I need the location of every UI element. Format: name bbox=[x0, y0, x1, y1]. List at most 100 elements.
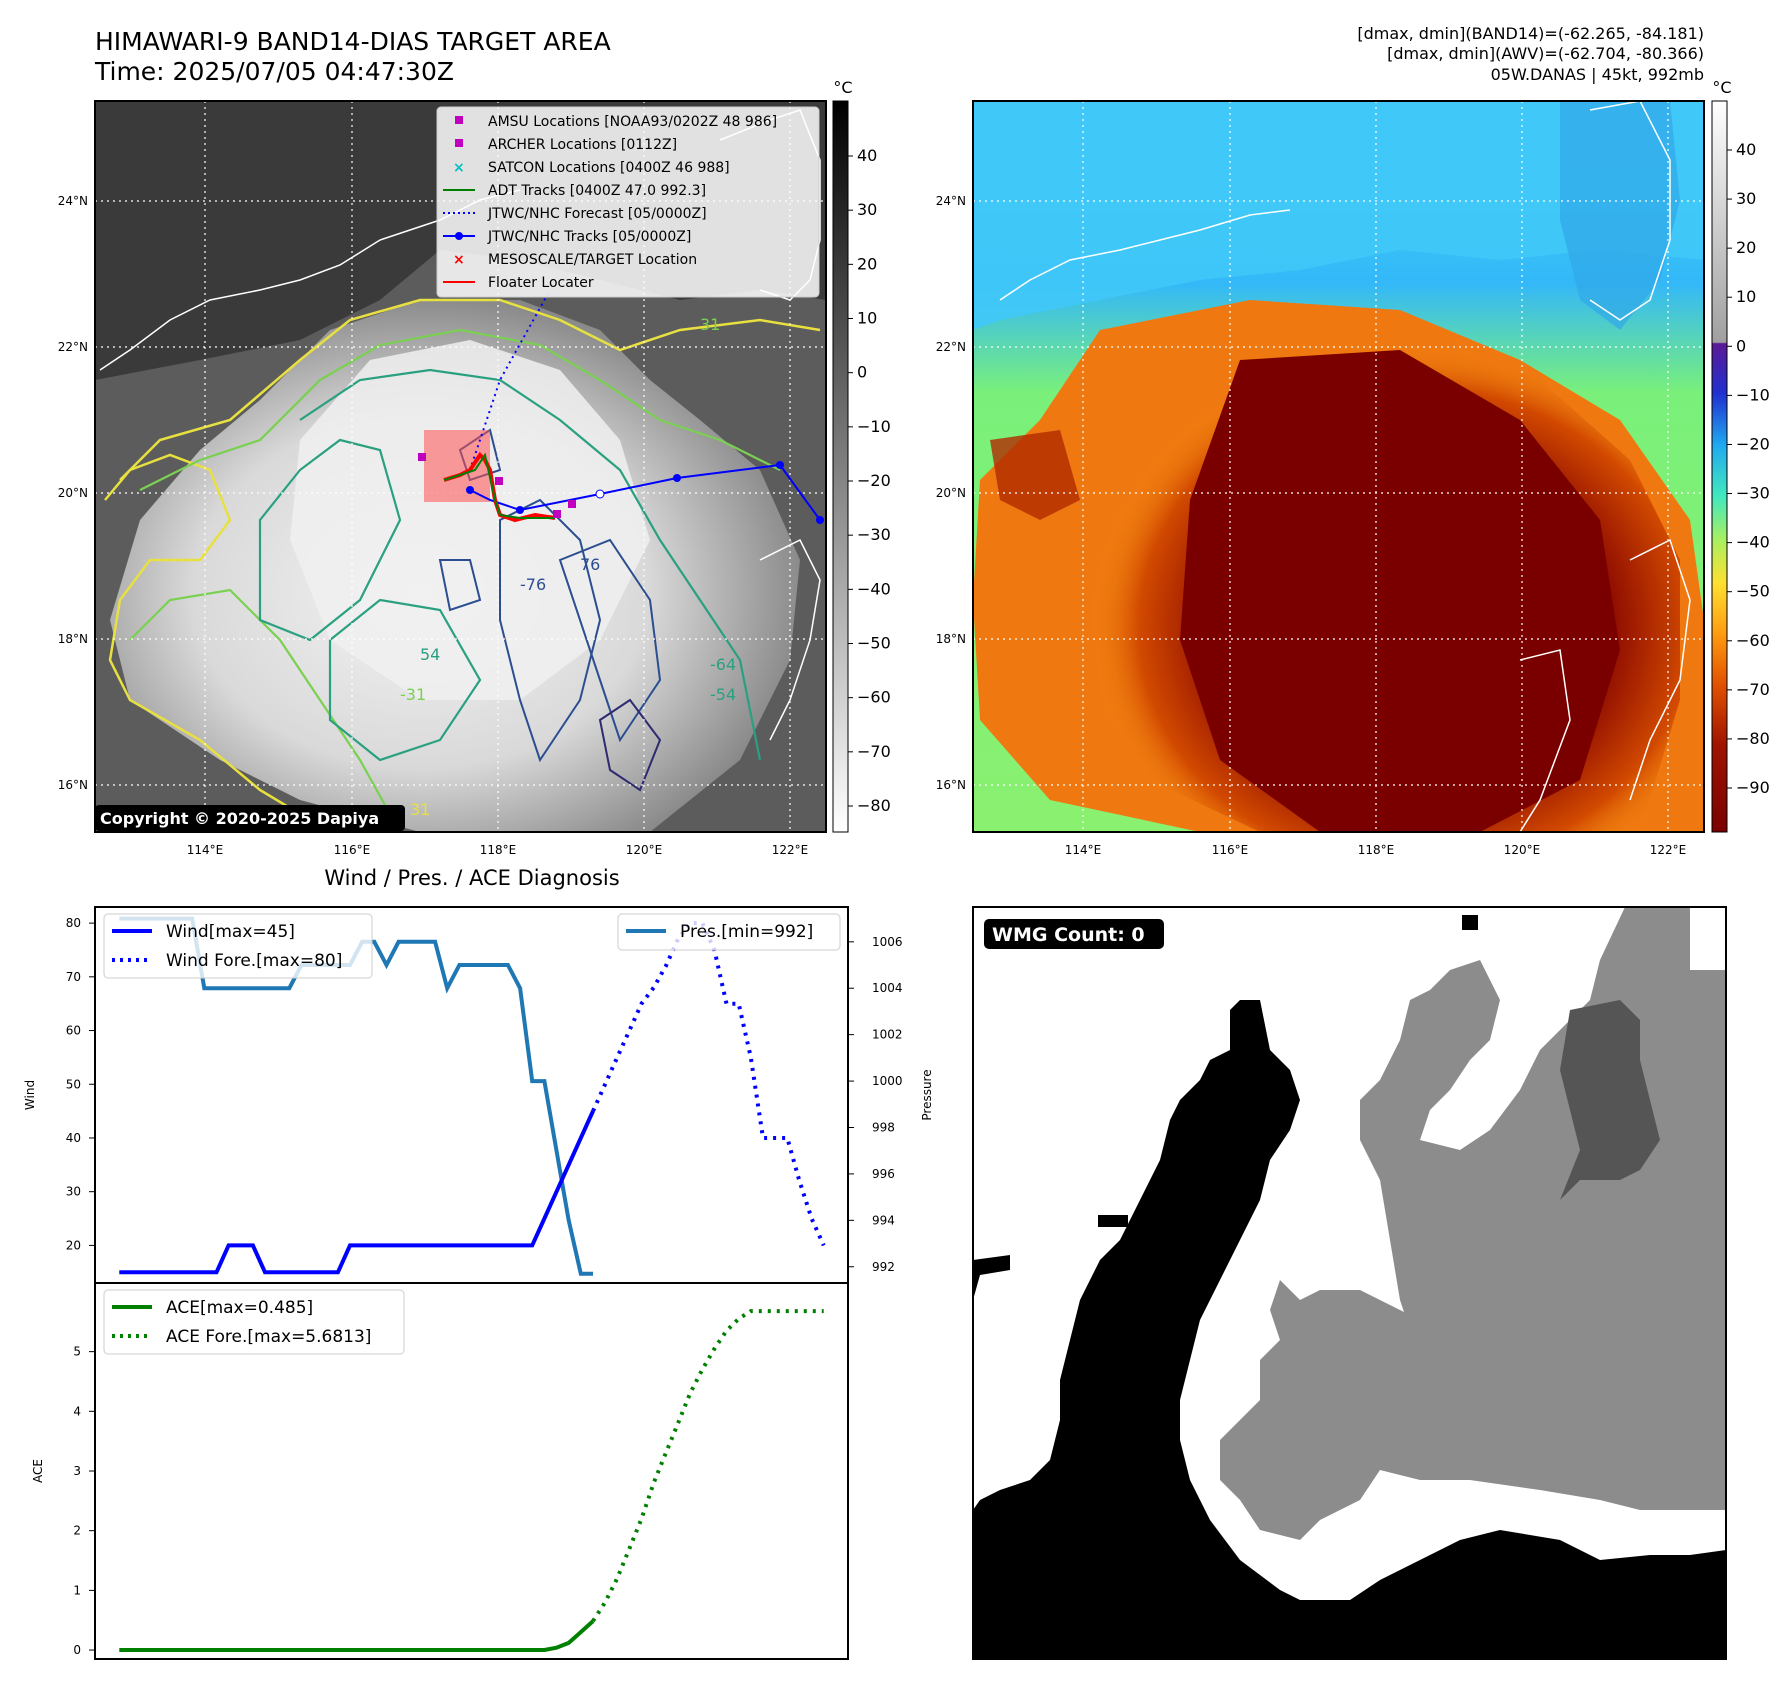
awv-map-frame bbox=[972, 100, 1705, 833]
svg-text:18°N: 18°N bbox=[58, 632, 88, 646]
colorbar-tick-label: −40 bbox=[1736, 533, 1770, 552]
legend-ace-fore: ACE Fore.[max=5.6813] bbox=[166, 1327, 371, 1347]
y-tick-label: 20 bbox=[66, 1238, 81, 1252]
awv-map-panel bbox=[973, 101, 1704, 832]
y-tick-label: 50 bbox=[66, 1077, 81, 1091]
awv-colorbar: °C 40 30 20 10 0 −10 −20 −30 −40 −50 −60 −70 −80 −90 bbox=[1711, 78, 1770, 833]
wind-y-ticks: 20 30 40 50 60 70 80 bbox=[66, 916, 95, 1252]
colorbar-tick-label: −60 bbox=[1736, 631, 1770, 650]
awv-lon-ticks: 114°E 116°E 118°E 120°E 122°E bbox=[1065, 843, 1687, 857]
svg-text:20°N: 20°N bbox=[936, 486, 966, 500]
svg-text:118°E: 118°E bbox=[1358, 843, 1395, 857]
adt-track bbox=[443, 452, 555, 519]
svg-text:×: × bbox=[453, 160, 465, 176]
colorbar-tick-label: −10 bbox=[857, 417, 891, 436]
legend-archer: ARCHER Locations [0112Z] bbox=[488, 137, 677, 153]
colorbar-tick-label: −20 bbox=[1736, 434, 1770, 453]
legend-adt: ADT Tracks [0400Z 47.0 992.3] bbox=[488, 183, 706, 199]
svg-text:116°E: 116°E bbox=[1212, 843, 1249, 857]
ir-legend: AMSU Locations [NOAA93/0202Z 48 986] ARC… bbox=[436, 106, 820, 298]
svg-text:120°E: 120°E bbox=[626, 843, 663, 857]
series-line bbox=[119, 1619, 595, 1652]
series-line bbox=[119, 1110, 595, 1275]
colorbar-tick-label: 30 bbox=[857, 200, 877, 219]
contour-label: -54 bbox=[710, 685, 736, 704]
ir-colorbar: °C 40 30 20 10 0 −10 −20 −30 −40 −50 −60 −70 −80 bbox=[832, 78, 891, 833]
svg-text:120°E: 120°E bbox=[1504, 843, 1541, 857]
y-tick-label: 1006 bbox=[872, 935, 903, 949]
svg-text:122°E: 122°E bbox=[772, 843, 809, 857]
awv-lat-ticks: 24°N 22°N 20°N 18°N 16°N bbox=[936, 194, 966, 792]
colorbar-tick-label: 20 bbox=[1736, 238, 1756, 257]
svg-text:22°N: 22°N bbox=[58, 340, 88, 354]
wmg-panel bbox=[973, 907, 1726, 1659]
colorbar-tick-label: −20 bbox=[857, 471, 891, 490]
svg-text:20°N: 20°N bbox=[58, 486, 88, 500]
awv-range: [dmax, dmin](AWV)=(-62.704, -80.366) bbox=[1387, 44, 1704, 63]
diag-title: Wind / Pres. / ACE Diagnosis bbox=[324, 866, 619, 890]
colorbar-tick-label: −70 bbox=[857, 742, 891, 761]
svg-text:24°N: 24°N bbox=[58, 194, 88, 208]
colorbar-tick-label: −80 bbox=[857, 796, 891, 815]
svg-text:24°N: 24°N bbox=[936, 194, 966, 208]
pres-y-ticks: 992 994 996 998 1000 1002 1004 1006 bbox=[848, 935, 903, 1274]
storm-info: 05W.DANAS | 45kt, 992mb bbox=[1491, 65, 1704, 84]
colorbar-tick-label: 10 bbox=[857, 309, 877, 328]
colorbar-tick-label: 10 bbox=[1736, 287, 1756, 306]
legend-jtwc-track: JTWC/NHC Tracks [05/0000Z] bbox=[487, 229, 691, 245]
colorbar-tick-label: −30 bbox=[1736, 484, 1770, 503]
y-tick-label: 996 bbox=[872, 1167, 895, 1181]
colorbar-tick-label: 0 bbox=[857, 363, 867, 382]
ir-lon-ticks: 114°E 116°E 118°E 120°E 122°E bbox=[187, 843, 809, 857]
colorbar-tick-label: 30 bbox=[1736, 189, 1756, 208]
ace-ylabel: ACE bbox=[31, 1459, 45, 1483]
svg-text:122°E: 122°E bbox=[1650, 843, 1687, 857]
wmg-frame bbox=[972, 906, 1727, 1660]
legend-amsu: AMSU Locations [NOAA93/0202Z 48 986] bbox=[488, 114, 777, 130]
legend-wind-fore: Wind Fore.[max=80] bbox=[166, 951, 342, 971]
ace-legend: ACE[max=0.485] ACE Fore.[max=5.6813] bbox=[103, 1289, 405, 1355]
colorbar-tick-label: −30 bbox=[857, 525, 891, 544]
y-tick-label: 40 bbox=[66, 1131, 81, 1145]
legend-ace: ACE[max=0.485] bbox=[166, 1298, 313, 1318]
contour-label: -76 bbox=[520, 575, 546, 594]
copyright-box bbox=[95, 805, 405, 831]
y-tick-label: 70 bbox=[66, 970, 81, 984]
colorbar-tick-label: −50 bbox=[857, 634, 891, 653]
legend-satcon: SATCON Locations [0400Z 46 988] bbox=[488, 160, 730, 176]
y-tick-label: 1002 bbox=[872, 1028, 903, 1042]
y-tick-label: 1000 bbox=[872, 1074, 903, 1088]
legend-jtwc-forecast: JTWC/NHC Forecast [05/0000Z] bbox=[487, 206, 707, 222]
colorbar-tick-label: −50 bbox=[1736, 582, 1770, 601]
y-tick-label: 994 bbox=[872, 1213, 895, 1227]
svg-text:114°E: 114°E bbox=[187, 843, 224, 857]
y-tick-label: 998 bbox=[872, 1120, 895, 1134]
colorbar-tick-label: −80 bbox=[1736, 729, 1770, 748]
amsu-points bbox=[418, 453, 576, 518]
colorbar-tick-label: 20 bbox=[857, 254, 877, 273]
svg-text:114°E: 114°E bbox=[1065, 843, 1102, 857]
y-tick-label: 1004 bbox=[872, 981, 903, 995]
jtwc-forecast-line bbox=[469, 289, 551, 471]
y-tick-label: 992 bbox=[872, 1260, 895, 1274]
colorbar-tick-label: −40 bbox=[857, 579, 891, 598]
y-tick-label: 30 bbox=[66, 1185, 81, 1199]
wind-legend: Wind[max=45] Wind Fore.[max=80] bbox=[103, 913, 373, 979]
contour-label: 76 bbox=[580, 555, 600, 574]
svg-text:18°N: 18°N bbox=[936, 632, 966, 646]
y-tick-label: 2 bbox=[73, 1524, 81, 1538]
ir-map-frame bbox=[94, 100, 827, 833]
contour-label: 54 bbox=[420, 645, 440, 664]
y-tick-label: 5 bbox=[73, 1345, 81, 1359]
copyright-text: Copyright © 2020-2025 Dapiya bbox=[100, 809, 379, 828]
colorbar-tick-label: 40 bbox=[857, 146, 877, 165]
svg-text:22°N: 22°N bbox=[936, 340, 966, 354]
y-tick-label: 0 bbox=[73, 1643, 81, 1657]
pres-legend: Pres.[min=992] bbox=[617, 913, 841, 951]
ace-series bbox=[119, 1309, 824, 1652]
contour-label: 31 bbox=[410, 800, 430, 819]
ir-lat-ticks: 24°N 22°N 20°N 18°N 16°N bbox=[58, 194, 88, 792]
wind-ylabel: Wind bbox=[23, 1080, 37, 1110]
svg-text:×: × bbox=[453, 252, 465, 268]
